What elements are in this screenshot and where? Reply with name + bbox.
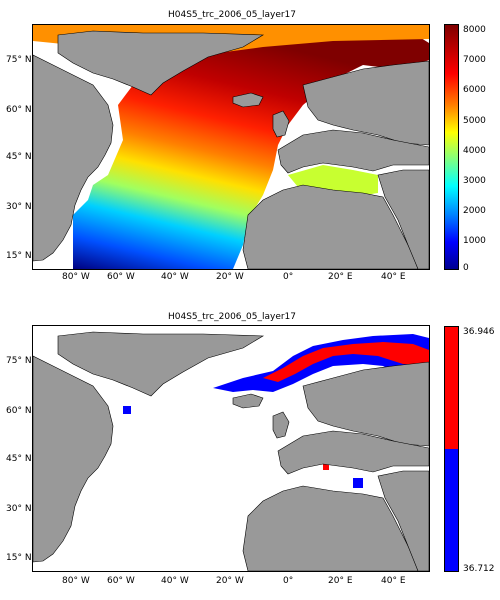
- tracer-field: [73, 27, 429, 269]
- north-america-landmass: [33, 355, 114, 563]
- lon-tick-label: 20° E: [328, 272, 353, 282]
- lon-tick-label: 0°: [283, 576, 294, 586]
- lon-tick-label: 40° W: [161, 576, 189, 586]
- high-value-region: [263, 342, 429, 382]
- lon-tick-label: 40° W: [161, 272, 189, 282]
- lat-tick-label: 75° N: [6, 356, 32, 366]
- lon-tick-label: 60° W: [107, 576, 135, 586]
- low-value-patch: [123, 406, 131, 414]
- colorbar-tick-label: 0: [463, 263, 469, 273]
- colorbar-tick-label: 4000: [463, 146, 486, 156]
- lat-tick-label: 30° N: [6, 202, 32, 212]
- lon-tick-label: 0°: [283, 272, 294, 282]
- lon-tick-label: 20° E: [328, 576, 353, 586]
- lon-tick-label: 80° W: [62, 272, 90, 282]
- lon-tick-label: 20° W: [216, 576, 244, 586]
- colorbar-min-label: 36.712: [463, 564, 495, 574]
- colorbar-tick-label: 7000: [463, 55, 486, 65]
- colorbar-tick-label: 8000: [463, 25, 486, 35]
- lat-tick-label: 60° N: [6, 105, 32, 115]
- map-title-bottom: H04S5_trc_2006_05_layer17: [167, 312, 297, 322]
- colorbar-tick-label: 5000: [463, 116, 486, 126]
- lon-tick-label: 60° W: [107, 272, 135, 282]
- north-america-landmass: [33, 54, 114, 262]
- greenland-landmass: [57, 30, 265, 96]
- africa-landmass: [242, 485, 419, 571]
- lat-tick-label: 60° N: [6, 406, 32, 416]
- europe-landmass: [277, 430, 429, 475]
- europe-landmass: [277, 129, 429, 174]
- lon-tick-label: 80° W: [62, 576, 90, 586]
- colorbar-binary: [444, 326, 459, 572]
- iceland-landmass: [232, 393, 264, 409]
- lat-tick-label: 45° N: [6, 454, 32, 464]
- lon-tick-label: 40° E: [381, 576, 406, 586]
- colorbar-tick-label: 3000: [463, 176, 486, 186]
- lat-tick-label: 30° N: [6, 504, 32, 514]
- lon-tick-label: 40° E: [381, 272, 406, 282]
- lon-tick-label: 20° W: [216, 272, 244, 282]
- middle-east-landmass: [377, 169, 429, 269]
- mediterranean-field: [288, 165, 378, 197]
- greenland-landmass: [57, 331, 265, 397]
- africa-landmass: [242, 184, 419, 269]
- map-panel-top: [32, 24, 430, 270]
- colorbar-continuous: [444, 24, 459, 270]
- map-title-top: H04S5_trc_2006_05_layer17: [167, 10, 297, 20]
- map-panel-bottom: [32, 325, 430, 572]
- colorbar-tick-label: 1000: [463, 236, 486, 246]
- lat-tick-label: 75° N: [6, 55, 32, 65]
- lat-tick-label: 15° N: [6, 251, 32, 261]
- colorbar-max-label: 36.946: [463, 327, 495, 337]
- low-value-patch: [353, 478, 363, 488]
- lat-tick-label: 15° N: [6, 553, 32, 563]
- lat-tick-label: 45° N: [6, 152, 32, 162]
- middle-east-landmass: [377, 470, 429, 571]
- britain-landmass: [272, 110, 290, 138]
- colorbar-tick-label: 2000: [463, 206, 486, 216]
- britain-landmass: [272, 411, 290, 439]
- colorbar-tick-label: 6000: [463, 85, 486, 95]
- iceland-landmass: [232, 92, 264, 108]
